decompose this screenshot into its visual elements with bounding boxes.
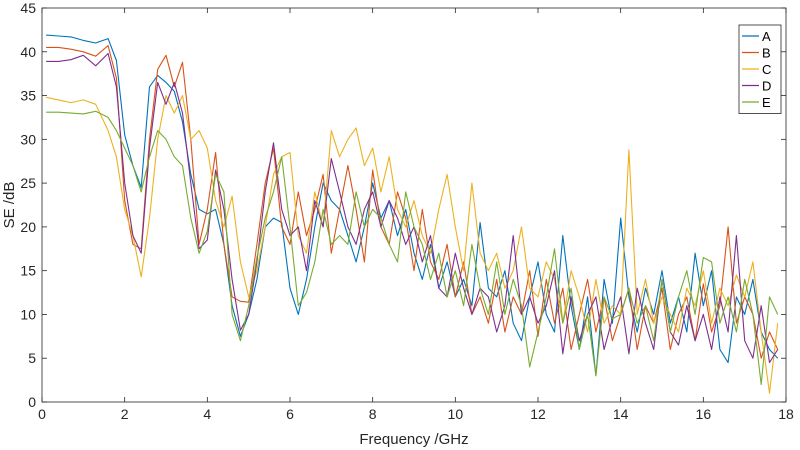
y-tick-label: 5 — [28, 350, 36, 366]
legend-label-D: D — [762, 79, 771, 94]
y-tick-label: 15 — [20, 263, 36, 279]
legend-label-C: C — [762, 62, 771, 77]
y-tick-label: 40 — [20, 44, 36, 60]
plot-area — [42, 8, 786, 402]
legend-label-A: A — [762, 29, 771, 44]
x-tick-label: 12 — [530, 406, 546, 422]
x-tick-label: 16 — [696, 406, 712, 422]
axes-box — [41, 7, 787, 403]
x-tick-label: 14 — [613, 406, 629, 422]
series-layer — [45, 34, 779, 394]
x-tick-label: 8 — [369, 406, 377, 422]
legend-label-B: B — [762, 46, 771, 61]
y-tick-label: 35 — [20, 88, 36, 104]
x-tick-label: 6 — [286, 406, 294, 422]
y-tick-label: 10 — [20, 306, 36, 322]
x-axis-title: Frequency /GHz — [359, 431, 468, 448]
legend-label-E: E — [762, 95, 771, 110]
y-tick-label: 25 — [20, 175, 36, 191]
x-tick-label: 2 — [121, 406, 129, 422]
y-tick-label: 20 — [20, 219, 36, 235]
x-tick-label: 18 — [778, 406, 794, 422]
x-tick-label: 4 — [203, 406, 211, 422]
y-tick-label: 45 — [20, 0, 36, 16]
x-tick-label: 10 — [448, 406, 464, 422]
y-axis-title: SE /dB — [1, 182, 18, 229]
y-tick-label: 0 — [28, 394, 36, 410]
series-line-E — [46, 110, 779, 386]
y-tick-label: 30 — [20, 131, 36, 147]
plot-background — [42, 8, 786, 402]
x-tick-label: 0 — [38, 406, 46, 422]
